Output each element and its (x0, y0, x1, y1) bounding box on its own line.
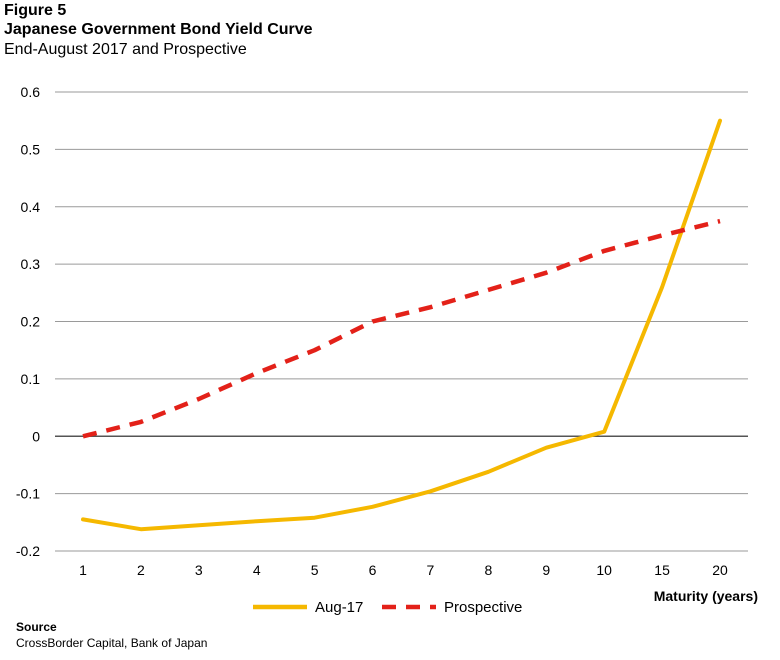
y-tick-label: 0.6 (21, 84, 41, 100)
x-tick-label: 9 (542, 562, 550, 578)
x-tick-label: 2 (137, 562, 145, 578)
y-tick-label: 0.3 (21, 256, 41, 272)
y-tick-label: 0.2 (21, 314, 41, 330)
series-line-prospective (82, 218, 721, 439)
figure-label: Figure 5 (4, 2, 67, 19)
x-tick-label: 6 (369, 562, 377, 578)
legend-label: Prospective (444, 599, 522, 616)
x-axis-label: Maturity (years) (654, 588, 758, 604)
y-tick-label: 0.5 (21, 141, 41, 157)
x-tick-label: 5 (311, 562, 319, 578)
x-tick-label: 15 (654, 562, 670, 578)
x-tick-label: 20 (712, 562, 728, 578)
x-tick-label: 7 (427, 562, 435, 578)
legend-label: Aug-17 (315, 599, 363, 616)
y-tick-label: 0.1 (21, 371, 41, 387)
chart-subtitle: End-August 2017 and Prospective (4, 41, 247, 58)
x-axis-ticks: 1 2 3 4 5 6 7 8 9 10 15 20 (79, 562, 728, 578)
gridlines (55, 91, 748, 552)
x-tick-label: 8 (484, 562, 492, 578)
y-tick-label: 0 (32, 428, 40, 444)
x-tick-label: 10 (596, 562, 612, 578)
y-tick-label: -0.1 (16, 486, 40, 502)
x-tick-label: 1 (79, 562, 87, 578)
y-tick-label: 0.4 (21, 199, 41, 215)
source-text: CrossBorder Capital, Bank of Japan (16, 636, 208, 650)
chart-title: Japanese Government Bond Yield Curve (4, 21, 313, 38)
y-tick-label: -0.2 (16, 543, 40, 559)
x-tick-label: 3 (195, 562, 203, 578)
series-lines (81, 118, 722, 532)
source-label: Source (16, 620, 57, 634)
y-axis-ticks: 0.6 0.5 0.4 0.3 0.2 0.1 0 -0.1 -0.2 (16, 84, 40, 559)
x-tick-label: 4 (253, 562, 261, 578)
legend: Aug-17 Prospective (253, 599, 522, 616)
series-line-aug-17 (81, 118, 722, 532)
